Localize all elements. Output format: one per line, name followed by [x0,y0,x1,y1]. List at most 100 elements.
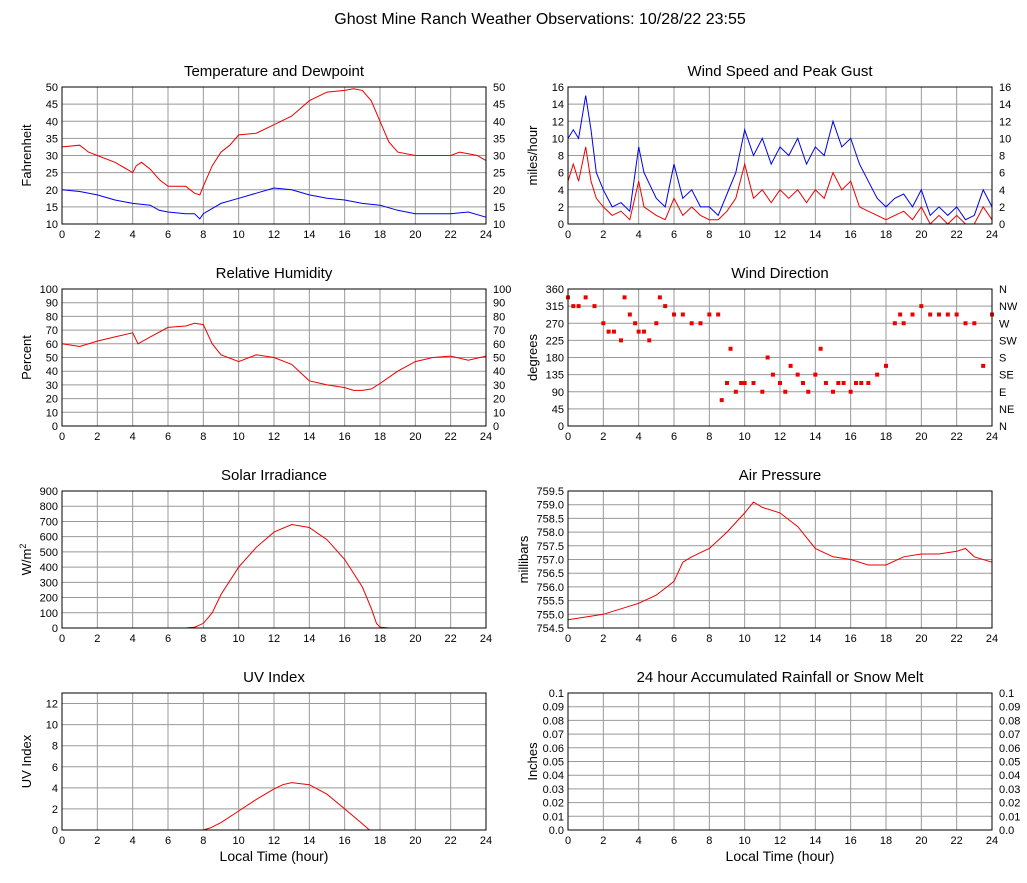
x-tick-label: 8 [200,835,206,847]
y-axis-label: Percent [19,335,34,380]
series-red [566,295,994,403]
y-tick-label: 900 [40,486,58,498]
data-point [836,380,841,385]
x-tick-label: 20 [409,835,421,847]
x-axis-label: Local Time (hour) [220,848,329,864]
x-tick-label: 2 [600,431,606,443]
x-tick-label: 6 [165,633,171,645]
data-point [601,321,606,326]
grid [567,490,993,629]
series-line-blue [61,187,487,220]
x-tick-label: 20 [409,633,421,645]
y-tick-label: 4 [558,185,564,197]
y-tick-label: 20 [46,394,58,406]
data-point [672,312,676,317]
x-tick-label: 12 [268,835,280,847]
data-point [606,329,611,334]
x-tick-label: 18 [374,835,386,847]
y-tick-label: 6 [52,762,58,774]
x-tick-label: 22 [445,431,457,443]
data-point [831,389,835,394]
y-tick-label: 757.0 [536,555,564,567]
y-tick-label: 45 [552,404,564,416]
chart-title: Wind Speed and Peak Gust [687,63,873,80]
data-point [760,389,765,394]
data-point [963,321,968,326]
x-tick-label: 22 [951,835,963,847]
y-right-tick-label: 15 [493,202,505,214]
chart-title: Solar Irradiance [221,467,327,484]
y-right-tick-label: 25 [493,168,505,180]
grid [61,490,487,629]
grid [567,288,993,427]
y-tick-label: 0.01 [543,811,564,823]
data-point [848,389,853,394]
y-tick-label: 300 [40,577,58,589]
x-tick-label: 12 [774,229,786,241]
x-tick-label: 2 [94,633,100,645]
x-tick-label: 24 [480,229,492,241]
x-tick-label: 10 [233,431,245,443]
x-tick-label: 8 [706,633,712,645]
x-tick-label: 10 [739,431,751,443]
plot-frame [61,490,487,629]
chart-title: Relative Humidity [216,265,333,282]
chart-title: Temperature and Dewpoint [184,63,365,80]
y-tick-label: 8 [52,741,58,753]
x-tick-label: 12 [774,431,786,443]
data-point [937,312,941,317]
y-tick-label: 2 [558,202,564,214]
y-right-tick-label: 30 [493,151,505,163]
y-tick-label: 0.06 [543,743,564,755]
y-tick-label: 16 [552,82,564,94]
y-right-tick-label: NE [999,404,1014,416]
y-tick-label: 755.0 [536,609,564,621]
x-tick-label: 22 [951,431,963,443]
y-right-tick-label: W [999,318,1010,330]
data-point [823,380,828,385]
plot-frame [61,692,487,831]
x-tick-label: 20 [409,229,421,241]
y-right-tick-label: 6 [999,168,1005,180]
y-tick-label: 754.5 [536,623,564,635]
y-tick-label: 758.0 [536,527,564,539]
data-point [928,312,933,317]
y-tick-label: 200 [40,593,58,605]
x-tick-label: 14 [809,229,821,241]
y-tick-label: 0.09 [543,702,564,714]
x-tick-label: 4 [130,633,136,645]
y-right-tick-label: 60 [493,339,505,351]
y-tick-label: 756.5 [536,568,564,580]
data-point [795,372,800,377]
y-axis-label: Inches [525,742,540,781]
data-point [583,295,588,300]
x-tick-label: 22 [951,229,963,241]
data-point [800,380,805,385]
y-tick-label: 50 [46,353,58,365]
x-tick-label: 20 [915,229,927,241]
x-tick-label: 8 [200,431,206,443]
y-tick-label: 14 [552,99,564,111]
x-tick-label: 22 [445,633,457,645]
chart-title: Air Pressure [739,467,822,484]
plot-frame [61,288,487,427]
y-axis-label: miles/hour [525,125,540,186]
y-tick-label: 315 [546,301,564,313]
data-point [788,363,793,368]
grid [567,86,993,225]
x-tick-label: 4 [636,835,642,847]
y-right-tick-label: 0.04 [999,770,1020,782]
data-point [954,312,959,317]
y-tick-label: 10 [46,407,58,419]
x-tick-label: 8 [706,229,712,241]
y-tick-label: 60 [46,339,58,351]
data-point [636,329,641,334]
x-tick-label: 6 [165,431,171,443]
x-tick-label: 12 [268,431,280,443]
x-tick-label: 2 [600,633,606,645]
y-right-tick-label: 0.03 [999,784,1020,796]
x-tick-label: 16 [845,229,857,241]
